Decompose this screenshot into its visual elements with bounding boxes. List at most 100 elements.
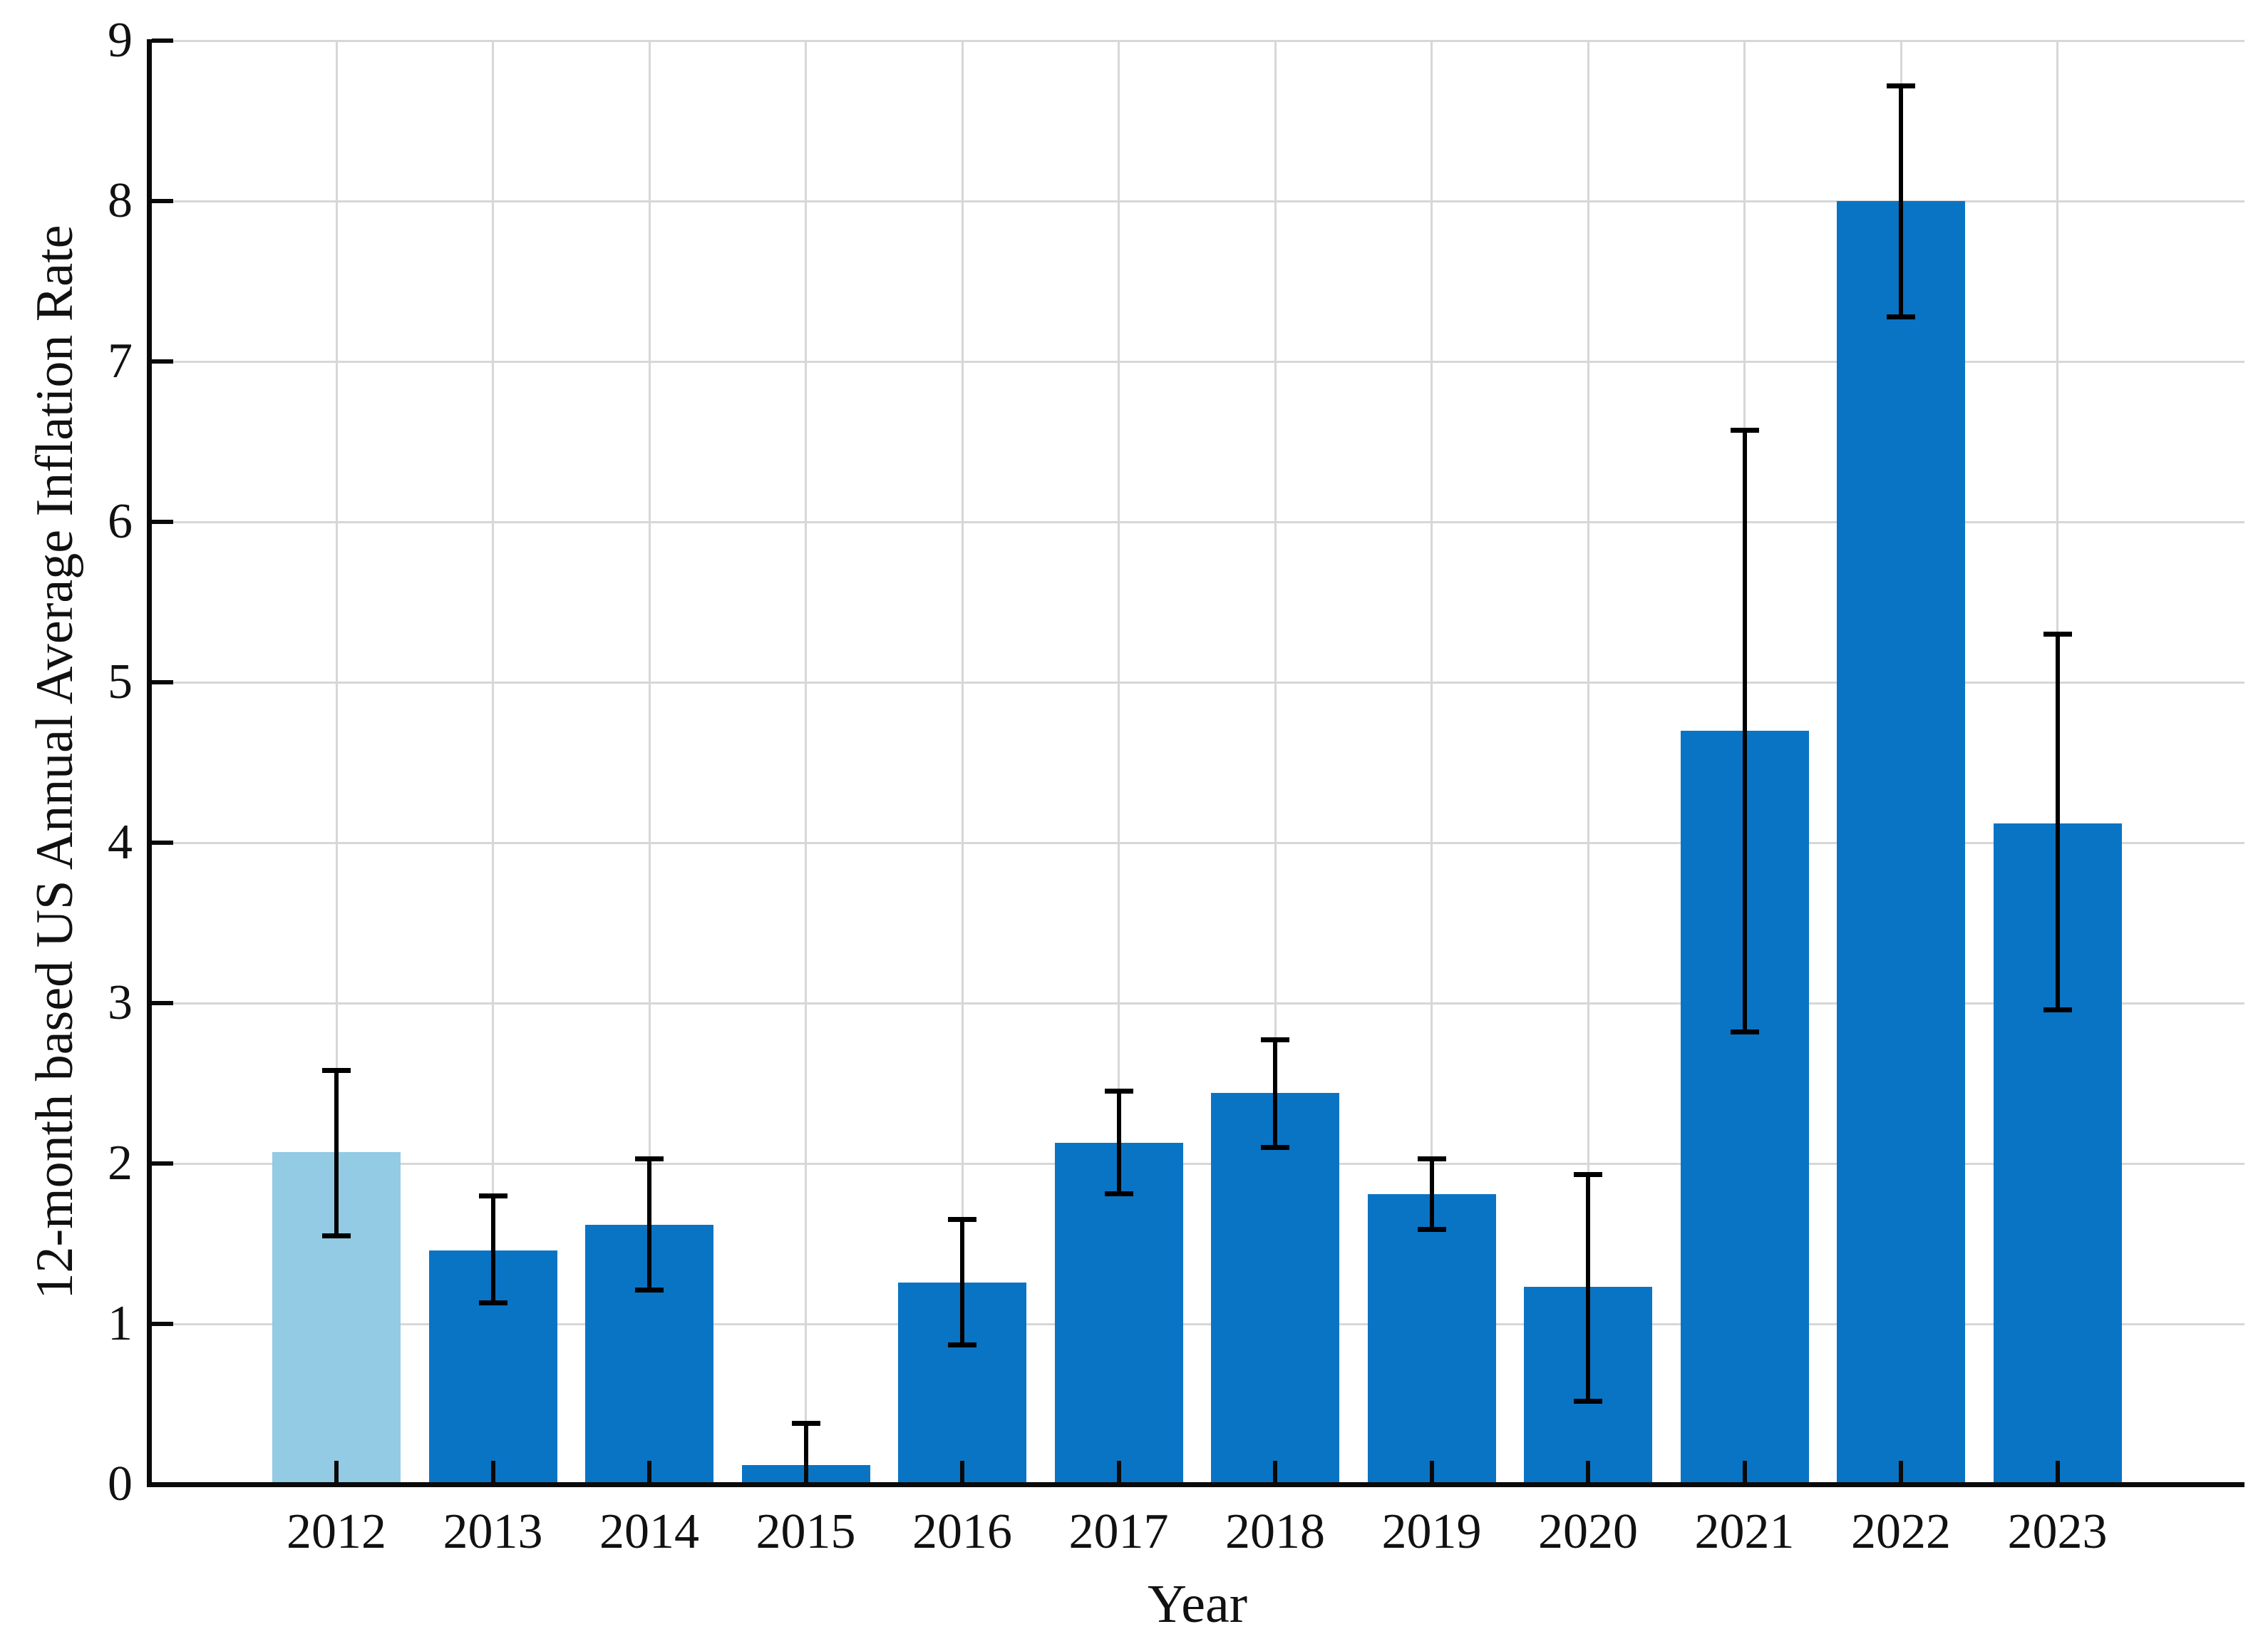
error-bar-2018 xyxy=(1273,1039,1277,1148)
error-cap-top-2023 xyxy=(2043,632,2072,637)
y-tick-2 xyxy=(151,1161,173,1166)
y-gridline-7 xyxy=(150,360,2244,363)
error-cap-top-2015 xyxy=(791,1421,820,1426)
y-tick-label-9: 9 xyxy=(108,13,133,68)
y-gridline-1 xyxy=(150,1322,2244,1325)
y-gridline-6 xyxy=(150,520,2244,523)
error-cap-bottom-2014 xyxy=(635,1288,664,1293)
x-gridline-2019 xyxy=(1431,41,1433,1482)
error-bar-2023 xyxy=(2055,634,2060,1010)
y-tick-5 xyxy=(151,680,173,684)
x-tick-2018 xyxy=(1273,1460,1277,1482)
y-axis-spine xyxy=(146,39,152,1487)
y-axis-label: 12-month based US Annual Average Inflati… xyxy=(26,225,84,1300)
x-axis-label: Year xyxy=(1147,1574,1248,1634)
x-tick-label-2015: 2015 xyxy=(756,1504,856,1559)
x-tick-2015 xyxy=(803,1460,808,1482)
y-tick-label-2: 2 xyxy=(108,1136,133,1191)
y-gridline-5 xyxy=(150,681,2244,684)
y-gridline-2 xyxy=(150,1162,2244,1165)
error-cap-top-2014 xyxy=(635,1156,664,1161)
y-tick-8 xyxy=(151,199,173,203)
x-gridline-2016 xyxy=(961,41,964,1482)
x-tick-2020 xyxy=(1586,1460,1590,1482)
x-gridline-2020 xyxy=(1587,41,1589,1482)
y-gridline-9 xyxy=(150,39,2244,42)
error-cap-bottom-2019 xyxy=(1417,1226,1446,1232)
y-tick-label-8: 8 xyxy=(108,173,133,228)
error-cap-bottom-2020 xyxy=(1574,1398,1602,1404)
error-cap-bottom-2013 xyxy=(478,1300,507,1306)
error-bar-2021 xyxy=(1742,430,1747,1032)
x-tick-2019 xyxy=(1429,1460,1434,1482)
error-cap-bottom-2017 xyxy=(1104,1191,1133,1197)
error-bar-2016 xyxy=(960,1219,964,1345)
error-cap-bottom-2022 xyxy=(1887,314,1915,319)
bar-2022 xyxy=(1837,201,1965,1484)
x-gridline-2017 xyxy=(1118,41,1120,1482)
x-tick-label-2019: 2019 xyxy=(1381,1504,1482,1559)
x-gridline-2014 xyxy=(648,41,651,1482)
error-cap-top-2021 xyxy=(1730,428,1759,433)
error-cap-top-2017 xyxy=(1104,1089,1133,1094)
x-gridline-2015 xyxy=(805,41,807,1482)
x-tick-2012 xyxy=(334,1460,339,1482)
error-bar-2019 xyxy=(1429,1159,1434,1230)
x-tick-2013 xyxy=(490,1460,495,1482)
error-bar-2020 xyxy=(1586,1174,1590,1401)
y-tick-1 xyxy=(151,1322,173,1326)
y-tick-label-5: 5 xyxy=(108,654,133,709)
error-bar-2015 xyxy=(803,1423,808,1484)
x-tick-2023 xyxy=(2055,1460,2060,1482)
error-cap-bottom-2018 xyxy=(1261,1145,1289,1150)
error-cap-top-2019 xyxy=(1417,1156,1446,1161)
y-tick-label-0: 0 xyxy=(108,1457,133,1511)
x-tick-2021 xyxy=(1742,1460,1747,1482)
y-tick-9 xyxy=(151,38,173,43)
x-tick-label-2012: 2012 xyxy=(287,1504,386,1559)
error-bar-2013 xyxy=(490,1196,495,1303)
y-tick-label-1: 1 xyxy=(108,1296,133,1351)
y-gridline-3 xyxy=(150,1002,2244,1005)
bar-2019 xyxy=(1367,1193,1496,1484)
error-cap-top-2022 xyxy=(1887,83,1915,88)
x-tick-2014 xyxy=(647,1460,651,1482)
y-gridline-8 xyxy=(150,200,2244,202)
error-cap-top-2020 xyxy=(1574,1172,1602,1178)
y-tick-7 xyxy=(151,359,173,364)
x-tick-label-2018: 2018 xyxy=(1225,1504,1325,1559)
x-gridline-2013 xyxy=(492,41,494,1482)
x-tick-label-2014: 2014 xyxy=(599,1504,699,1559)
y-tick-6 xyxy=(151,520,173,524)
error-cap-bottom-2012 xyxy=(322,1233,351,1238)
x-tick-label-2016: 2016 xyxy=(912,1504,1012,1559)
error-cap-bottom-2021 xyxy=(1730,1029,1759,1034)
error-cap-top-2016 xyxy=(948,1217,976,1223)
x-tick-label-2013: 2013 xyxy=(443,1504,543,1559)
x-tick-2016 xyxy=(960,1460,964,1482)
error-bar-2014 xyxy=(647,1159,651,1290)
error-cap-top-2018 xyxy=(1261,1037,1289,1043)
x-axis-spine xyxy=(146,1481,2244,1487)
y-tick-4 xyxy=(151,841,173,845)
error-cap-bottom-2023 xyxy=(2043,1007,2072,1012)
error-bar-2017 xyxy=(1116,1091,1121,1194)
error-bar-2012 xyxy=(334,1070,339,1236)
x-tick-label-2022: 2022 xyxy=(1851,1504,1951,1559)
x-tick-2022 xyxy=(1899,1460,1903,1482)
error-bar-2022 xyxy=(1899,86,1903,317)
x-gridline-2012 xyxy=(335,41,338,1482)
y-gridline-4 xyxy=(150,841,2244,844)
y-tick-label-4: 4 xyxy=(108,815,133,870)
x-gridline-2018 xyxy=(1274,41,1277,1482)
bar-2017 xyxy=(1054,1142,1183,1484)
bar-2018 xyxy=(1211,1093,1339,1484)
x-tick-label-2021: 2021 xyxy=(1694,1504,1795,1559)
y-tick-label-3: 3 xyxy=(108,975,133,1030)
x-tick-label-2023: 2023 xyxy=(2007,1504,2108,1559)
error-cap-top-2013 xyxy=(478,1193,507,1198)
x-tick-label-2017: 2017 xyxy=(1068,1504,1169,1559)
y-tick-label-6: 6 xyxy=(108,494,133,549)
y-tick-label-7: 7 xyxy=(108,334,133,389)
